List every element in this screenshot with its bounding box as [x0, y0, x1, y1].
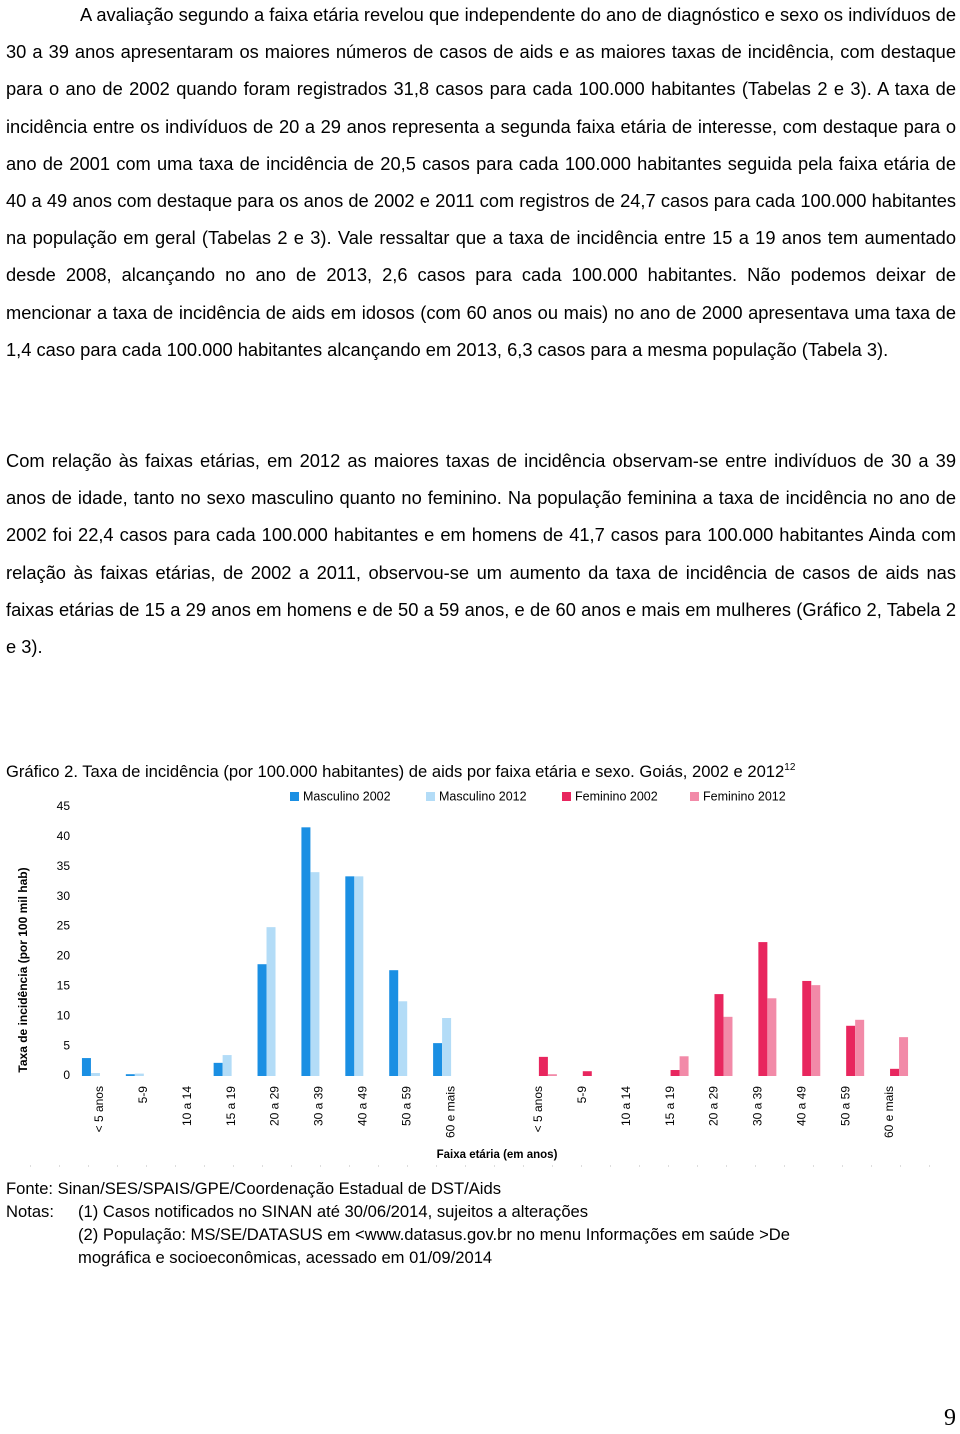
bar: [714, 994, 724, 1076]
y-tick-label: 10: [57, 1008, 71, 1022]
x-tick-label: 20 a 29: [268, 1086, 282, 1126]
notes-label: Notas:: [6, 1202, 54, 1221]
x-tick-label: 40 a 49: [355, 1086, 369, 1126]
note: mográfica e socioeconômicas, acessado em…: [78, 1248, 493, 1267]
legend-label: Masculino 2002: [303, 789, 391, 803]
y-axis-title: Taxa de incidência (por 100 mil hab): [16, 867, 30, 1072]
bar: [846, 1025, 856, 1076]
x-tick-label: 30 a 39: [312, 1086, 326, 1126]
chart-title: Gráfico 2. Taxa de incidência (por 100.0…: [6, 762, 785, 781]
legend-swatch: [290, 792, 299, 801]
note: (2) População: MS/SE/DATASUS em <www.dat…: [78, 1225, 791, 1244]
x-tick-label: 60 e mais: [443, 1086, 457, 1138]
bar: [81, 1058, 91, 1076]
paragraph: Com relação às faixas etárias, em 2012 a…: [6, 450, 956, 658]
x-tick-label: < 5 anos: [92, 1086, 106, 1132]
bar: [301, 827, 311, 1076]
bar: [398, 1001, 408, 1076]
bar: [723, 1016, 733, 1076]
source: Fonte: Sinan/SES/SPAIS/GPE/Coordenação E…: [6, 1179, 502, 1198]
x-tick-label: 10 a 14: [180, 1086, 194, 1126]
x-tick-label: 40 a 49: [794, 1086, 808, 1126]
bar: [310, 872, 320, 1076]
y-tick-label: 25: [57, 919, 71, 933]
x-tick-label: 50 a 59: [399, 1086, 413, 1126]
y-tick-label: 30: [57, 889, 71, 903]
x-tick-label: 60 e mais: [882, 1086, 896, 1138]
bar: [767, 998, 777, 1076]
legend-swatch: [690, 792, 699, 801]
legend-swatch: [426, 792, 435, 801]
x-tick-label: 20 a 29: [707, 1086, 721, 1126]
bar: [433, 1043, 443, 1076]
bar: [345, 876, 355, 1076]
bar: [266, 927, 276, 1076]
x-tick-label: 50 a 59: [838, 1086, 852, 1126]
x-tick-label: 5-9: [136, 1086, 150, 1104]
bar: [670, 1070, 680, 1076]
y-tick-label: 5: [63, 1038, 70, 1052]
bar: [538, 1056, 548, 1076]
y-tick-label: 45: [57, 799, 71, 813]
bar: [582, 1071, 592, 1076]
x-tick-label: 15 a 19: [663, 1086, 677, 1126]
y-tick-label: 40: [57, 829, 71, 843]
legend-label: Feminino 2002: [575, 789, 658, 803]
bar: [679, 1056, 689, 1076]
legend-swatch: [562, 792, 571, 801]
bar: [758, 942, 768, 1076]
bar: [890, 1068, 900, 1076]
x-axis-title: Faixa etária (em anos): [437, 1149, 558, 1161]
bar: [442, 1018, 452, 1076]
bar: [354, 876, 364, 1076]
x-tick-label: 10 a 14: [619, 1086, 633, 1126]
y-tick-label: 15: [57, 979, 71, 993]
legend-label: Masculino 2012: [439, 789, 527, 803]
bar: [134, 1073, 144, 1076]
bar: [811, 985, 821, 1076]
chart-caption: Gráfico 2. Taxa de incidência (por 100.0…: [6, 762, 795, 782]
x-tick-label: < 5 anos: [531, 1086, 545, 1132]
paragraph: A avaliação segundo a faixa etária revel…: [6, 4, 956, 360]
bar: [855, 1019, 865, 1076]
y-tick-label: 20: [57, 949, 71, 963]
bar: [899, 1037, 909, 1076]
bar: [547, 1074, 557, 1076]
x-tick-label: 30 a 39: [751, 1086, 765, 1126]
bar: [222, 1055, 232, 1076]
y-tick-label: 35: [57, 859, 71, 873]
bar: [389, 970, 399, 1076]
bar: [213, 1062, 223, 1076]
x-tick-label: 5-9: [575, 1086, 589, 1104]
legend-label: Feminino 2012: [703, 789, 786, 803]
chart-title-superscript: 12: [784, 762, 796, 773]
note: (1) Casos notificados no SINAN até 30/06…: [78, 1202, 589, 1221]
bar: [125, 1074, 135, 1076]
page-number: 9: [944, 1405, 956, 1431]
bar: [802, 980, 812, 1076]
bar: [257, 964, 267, 1076]
bar: [90, 1073, 100, 1076]
y-tick-label: 0: [63, 1068, 70, 1082]
x-tick-label: 15 a 19: [224, 1086, 238, 1126]
